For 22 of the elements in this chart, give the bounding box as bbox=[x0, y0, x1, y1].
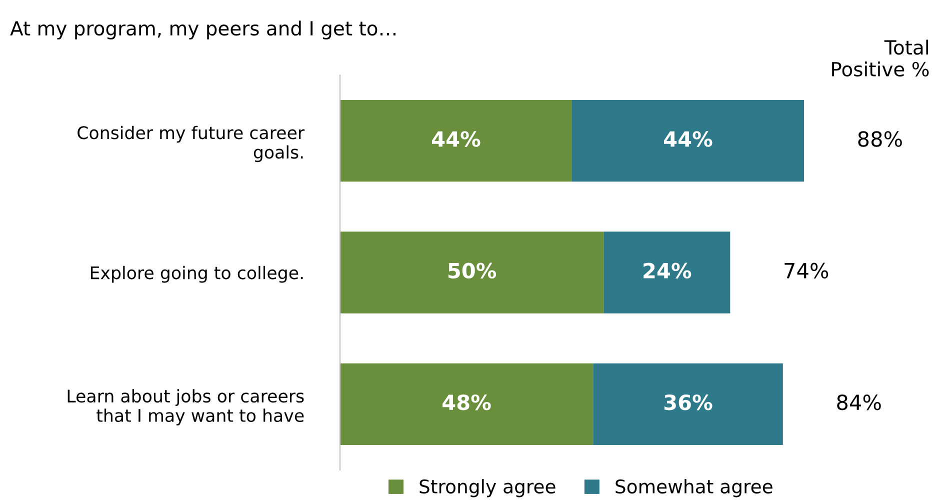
y-tick-label: Consider my future career goals. bbox=[78, 126, 305, 162]
total-label: 74% bbox=[784, 262, 828, 279]
data-label: 24% bbox=[644, 262, 692, 279]
bar bbox=[604, 232, 730, 314]
bar bbox=[340, 100, 572, 182]
text: Total Positive % bbox=[832, 40, 929, 77]
bar bbox=[340, 363, 594, 445]
total-label: 88% bbox=[858, 131, 902, 147]
data-label: 44% bbox=[664, 131, 712, 147]
data-label: 44% bbox=[432, 131, 480, 147]
total-label: 84% bbox=[837, 394, 881, 410]
data-label: 36% bbox=[664, 394, 712, 410]
data-label: 50% bbox=[448, 262, 496, 279]
data-label: 48% bbox=[442, 394, 491, 410]
chart-title: At my program, my peers and I get to… bbox=[10, 20, 396, 40]
legend-label: Strongly agree bbox=[420, 479, 556, 498]
bar bbox=[340, 232, 604, 314]
bar bbox=[572, 100, 804, 182]
y-tick-label: Learn about jobs or careers that I may want to have bbox=[68, 389, 304, 426]
legend-label: Somewhat agree bbox=[616, 479, 772, 498]
bar bbox=[593, 363, 783, 445]
y-tick-label: Explore going to college. bbox=[90, 266, 303, 283]
